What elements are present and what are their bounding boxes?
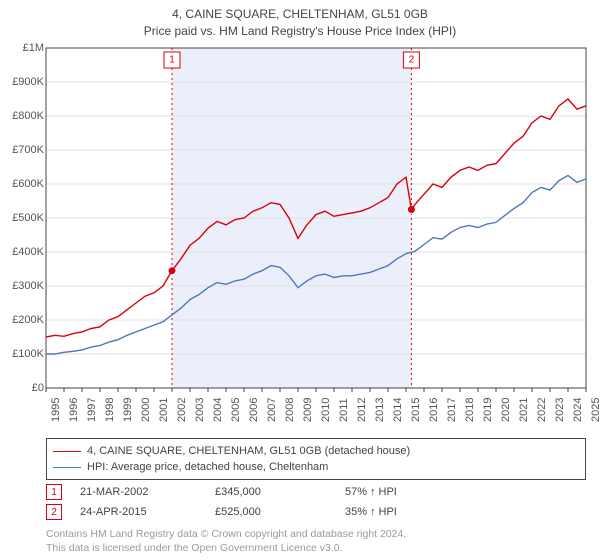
price-chart: 12 bbox=[0, 0, 600, 440]
event-price: £345,000 bbox=[215, 486, 345, 498]
event-number-badge: 1 bbox=[46, 484, 62, 500]
event-date: 21-MAR-2002 bbox=[80, 486, 215, 498]
event-pct: 35%↑HPI bbox=[345, 506, 465, 518]
arrow-up-icon: ↑ bbox=[370, 486, 376, 498]
svg-text:1: 1 bbox=[169, 55, 175, 66]
event-pct: 57%↑HPI bbox=[345, 486, 465, 498]
sale-event-row: 1 21-MAR-2002£345,00057%↑HPI bbox=[46, 482, 586, 502]
legend-label-property: 4, CAINE SQUARE, CHELTENHAM, GL51 0GB (d… bbox=[87, 445, 410, 457]
arrow-up-icon: ↑ bbox=[370, 506, 376, 518]
legend-swatch-hpi bbox=[53, 467, 81, 468]
footer-line-2: This data is licensed under the Open Gov… bbox=[46, 542, 586, 556]
event-number-badge: 2 bbox=[46, 504, 62, 520]
sale-event-row: 2 24-APR-2015£525,00035%↑HPI bbox=[46, 502, 586, 522]
footer-attribution: Contains HM Land Registry data © Crown c… bbox=[46, 528, 586, 555]
legend-swatch-property bbox=[53, 451, 81, 452]
svg-text:2: 2 bbox=[409, 55, 415, 66]
legend: 4, CAINE SQUARE, CHELTENHAM, GL51 0GB (d… bbox=[46, 438, 586, 480]
footer-line-1: Contains HM Land Registry data © Crown c… bbox=[46, 528, 586, 542]
event-date: 24-APR-2015 bbox=[80, 506, 215, 518]
event-price: £525,000 bbox=[215, 506, 345, 518]
sale-events: 1 21-MAR-2002£345,00057%↑HPI 2 24-APR-2015£… bbox=[46, 482, 586, 522]
legend-label-hpi: HPI: Average price, detached house, Chel… bbox=[87, 461, 328, 473]
